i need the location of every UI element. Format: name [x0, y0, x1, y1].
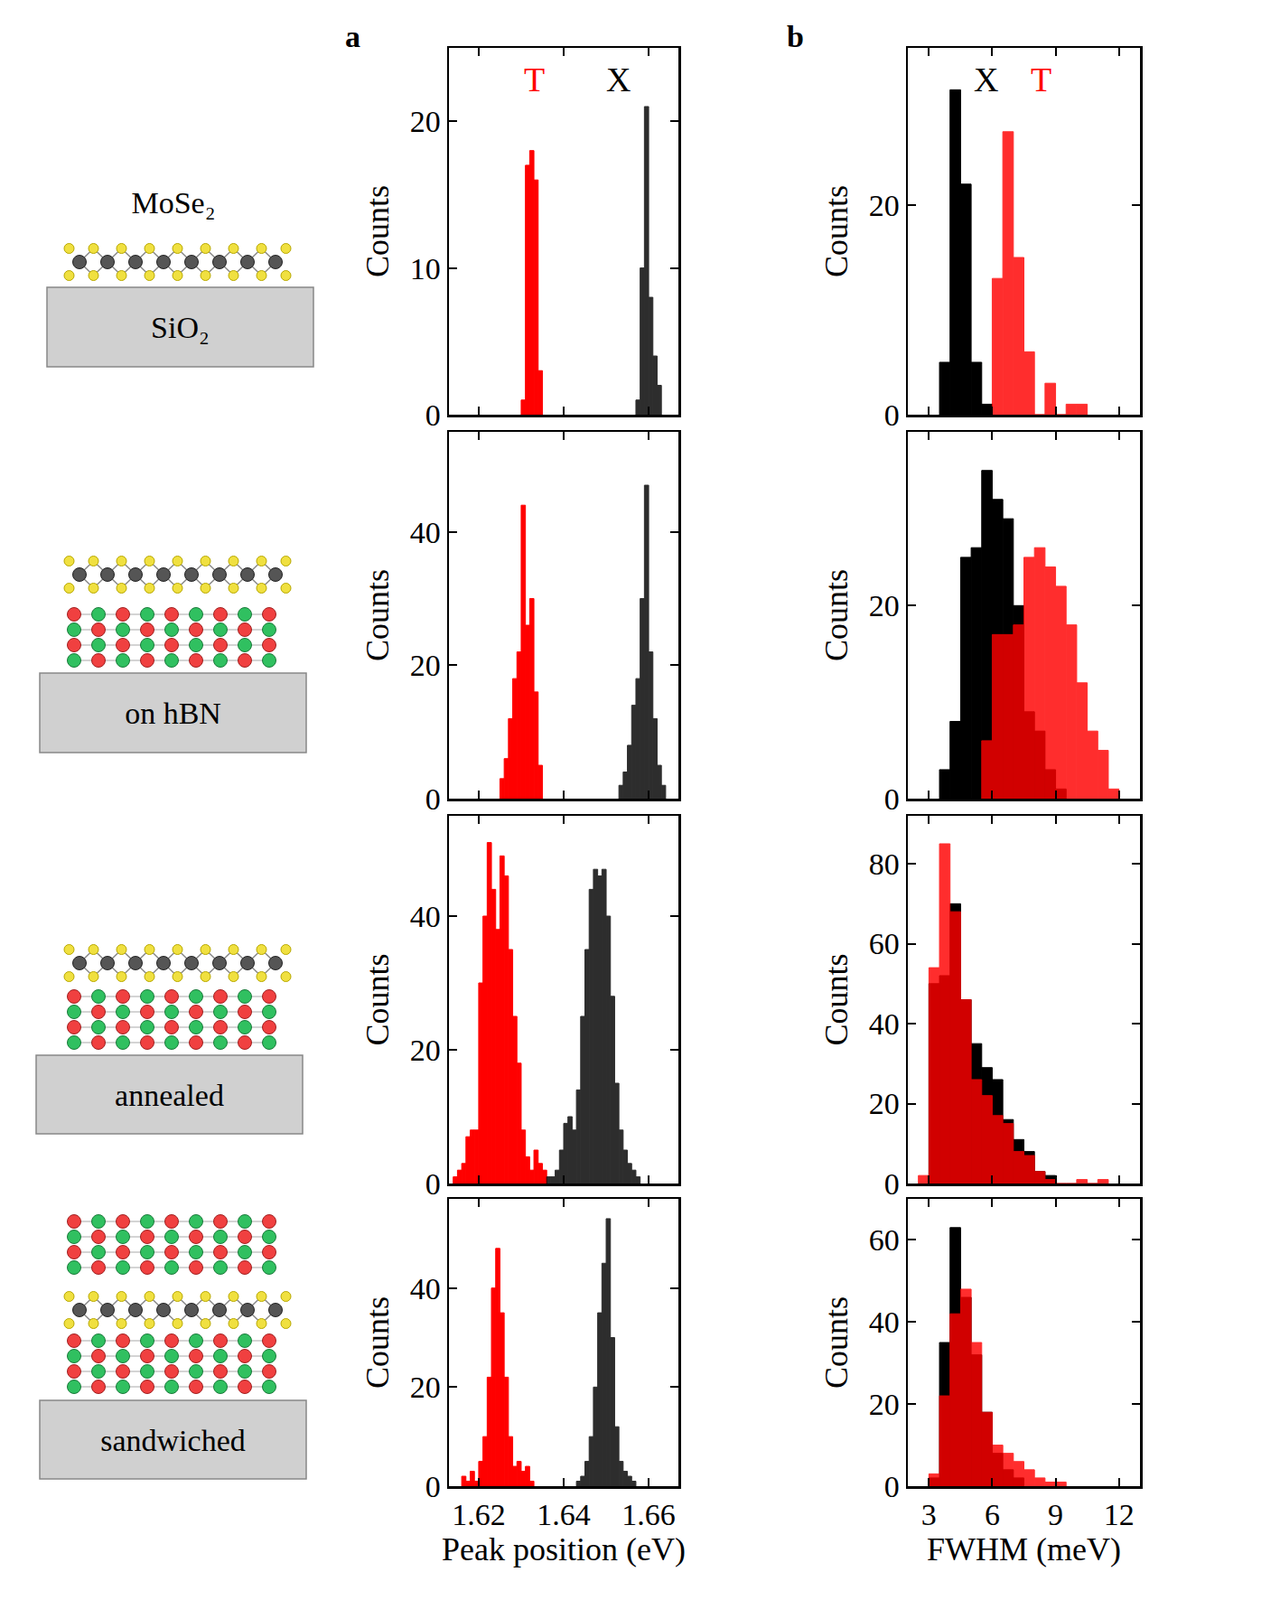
- svg-text:Counts: Counts: [818, 952, 855, 1046]
- svg-text:annealed: annealed: [114, 1078, 225, 1112]
- svg-text:X: X: [973, 60, 999, 99]
- svg-text:b: b: [786, 19, 804, 54]
- svg-text:sandwiched: sandwiched: [100, 1423, 246, 1458]
- svg-text:9: 9: [1047, 1497, 1064, 1532]
- svg-text:20: 20: [868, 1387, 900, 1421]
- svg-text:20: 20: [410, 1370, 441, 1404]
- svg-text:40: 40: [410, 899, 441, 934]
- svg-text:0: 0: [884, 398, 900, 432]
- svg-text:40: 40: [410, 515, 441, 550]
- svg-text:0: 0: [425, 1469, 441, 1504]
- svg-text:20: 20: [868, 1086, 900, 1121]
- svg-text:X: X: [606, 60, 631, 99]
- svg-text:3: 3: [921, 1497, 937, 1532]
- svg-text:T: T: [523, 60, 545, 99]
- svg-text:0: 0: [425, 782, 441, 816]
- svg-text:60: 60: [868, 1223, 900, 1257]
- svg-text:80: 80: [868, 847, 900, 881]
- svg-text:20: 20: [410, 648, 441, 683]
- svg-text:20: 20: [410, 1033, 441, 1067]
- svg-text:MoSe₂: MoSe₂: [130, 186, 215, 220]
- svg-text:a: a: [345, 19, 361, 54]
- svg-text:0: 0: [425, 398, 441, 432]
- svg-text:Counts: Counts: [818, 1296, 855, 1389]
- svg-text:0: 0: [884, 782, 900, 816]
- svg-text:6: 6: [984, 1497, 1000, 1532]
- svg-text:Counts: Counts: [818, 569, 855, 662]
- svg-text:0: 0: [884, 1167, 900, 1201]
- svg-text:Counts: Counts: [359, 185, 396, 278]
- svg-text:Counts: Counts: [359, 952, 396, 1046]
- svg-text:Peak position (eV): Peak position (eV): [441, 1531, 686, 1568]
- svg-text:Counts: Counts: [359, 1296, 396, 1389]
- svg-text:60: 60: [868, 926, 900, 961]
- svg-text:1.62: 1.62: [451, 1497, 506, 1532]
- svg-text:Counts: Counts: [359, 569, 396, 662]
- svg-text:40: 40: [410, 1271, 441, 1306]
- svg-text:0: 0: [884, 1469, 900, 1504]
- svg-text:1.66: 1.66: [621, 1497, 676, 1532]
- svg-text:SiO₂: SiO₂: [150, 310, 210, 345]
- svg-text:on hBN: on hBN: [124, 696, 222, 730]
- svg-text:20: 20: [868, 188, 900, 223]
- svg-text:10: 10: [410, 252, 441, 286]
- svg-text:FWHM (meV): FWHM (meV): [926, 1531, 1122, 1568]
- svg-text:20: 20: [410, 104, 441, 139]
- svg-text:1.64: 1.64: [536, 1497, 591, 1532]
- svg-text:T: T: [1030, 60, 1052, 99]
- svg-text:0: 0: [425, 1167, 441, 1201]
- svg-text:Counts: Counts: [818, 185, 855, 278]
- svg-text:40: 40: [868, 1305, 900, 1339]
- svg-text:12: 12: [1103, 1497, 1135, 1532]
- svg-text:40: 40: [868, 1007, 900, 1041]
- svg-text:20: 20: [868, 588, 900, 623]
